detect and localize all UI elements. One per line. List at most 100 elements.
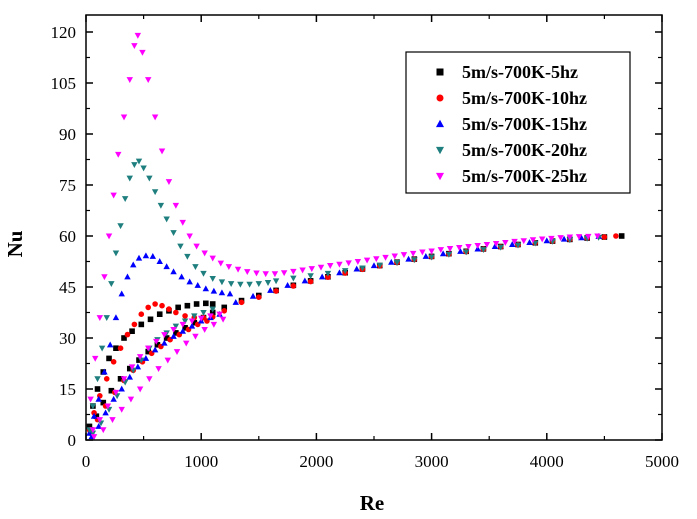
data-point	[324, 270, 332, 277]
legend-marker	[435, 172, 445, 181]
data-point	[126, 373, 133, 380]
data-point	[94, 386, 101, 392]
data-point	[428, 254, 435, 261]
data-point	[209, 275, 216, 282]
series-5	[87, 32, 601, 440]
data-point	[203, 300, 209, 307]
data-point	[175, 304, 181, 311]
data-point	[262, 271, 269, 278]
data-point	[108, 281, 115, 287]
legend-marker	[436, 94, 444, 102]
data-point	[359, 265, 366, 272]
data-point	[373, 256, 380, 263]
y-tick-label: 45	[59, 278, 76, 297]
data-point	[173, 330, 179, 336]
data-point	[341, 268, 349, 275]
data-point	[90, 412, 98, 419]
x-tick-label: 2000	[299, 452, 333, 471]
data-point	[419, 249, 426, 256]
data-point	[613, 233, 619, 239]
data-point	[182, 325, 188, 331]
data-point	[130, 261, 137, 268]
data-point	[370, 262, 378, 269]
data-point	[173, 349, 181, 355]
data-point	[118, 406, 125, 413]
data-point	[142, 355, 150, 361]
data-point	[131, 43, 138, 49]
data-point	[193, 301, 200, 307]
data-point	[96, 315, 104, 321]
data-point	[108, 387, 115, 394]
data-point	[557, 235, 564, 242]
data-point	[543, 237, 551, 244]
data-point	[164, 357, 172, 364]
axes-layer: 0 1000 2000 3000 4000 5000 0 15 30 45 60 75 90 105 120	[51, 14, 679, 471]
data-point	[157, 202, 165, 209]
series-4	[86, 158, 602, 437]
data-point	[548, 235, 555, 242]
data-point	[209, 309, 216, 316]
y-tick-label: 90	[59, 125, 76, 144]
data-point	[170, 230, 177, 236]
data-point	[393, 260, 401, 266]
data-point	[244, 269, 251, 276]
data-point	[127, 396, 135, 403]
data-point	[129, 328, 135, 334]
data-point	[156, 311, 163, 317]
data-point	[325, 274, 331, 280]
data-point	[153, 338, 160, 345]
data-point	[126, 175, 133, 182]
data-point	[161, 332, 168, 338]
data-point	[560, 235, 568, 242]
legend-label: 5m/s-700K-10hz	[462, 88, 587, 108]
data-point	[210, 321, 218, 328]
data-point	[345, 260, 352, 267]
data-point	[457, 247, 464, 254]
data-point	[246, 281, 253, 288]
data-point	[299, 267, 306, 274]
data-point	[601, 234, 608, 240]
data-point	[336, 261, 343, 268]
data-point	[178, 273, 185, 280]
data-point	[118, 385, 125, 392]
data-point	[207, 313, 214, 320]
data-point	[94, 376, 101, 383]
data-point	[280, 270, 288, 277]
legend-label: 5m/s-700K-25hz	[462, 166, 587, 186]
data-point	[301, 277, 309, 284]
data-point	[227, 281, 235, 287]
data-point	[106, 341, 114, 348]
data-point	[135, 158, 143, 165]
y-tick-label: 105	[51, 74, 77, 93]
data-point	[105, 233, 113, 240]
data-point	[151, 189, 159, 196]
data-point	[163, 335, 170, 341]
data-point	[151, 346, 159, 353]
data-point	[317, 264, 325, 271]
data-point	[179, 327, 186, 334]
data-point	[159, 302, 165, 309]
x-tick-label: 5000	[645, 452, 679, 471]
data-point	[134, 32, 142, 39]
data-point	[179, 321, 186, 328]
data-point	[272, 278, 280, 285]
data-point	[188, 318, 196, 325]
data-point	[188, 322, 196, 329]
data-point	[177, 243, 184, 250]
data-point	[249, 292, 257, 299]
data-point	[422, 253, 430, 259]
data-point	[112, 250, 120, 257]
data-point	[163, 263, 170, 270]
data-point	[202, 285, 210, 292]
legend-label: 5m/s-700K-20hz	[462, 140, 587, 160]
y-axis-title: Nu	[3, 230, 27, 257]
data-point	[391, 253, 398, 260]
data-point	[98, 345, 106, 352]
data-point	[136, 354, 144, 361]
data-point	[166, 306, 172, 312]
data-point	[90, 434, 98, 440]
data-point	[96, 417, 104, 423]
data-point	[290, 275, 297, 282]
data-point	[566, 234, 574, 241]
data-point	[462, 249, 470, 256]
